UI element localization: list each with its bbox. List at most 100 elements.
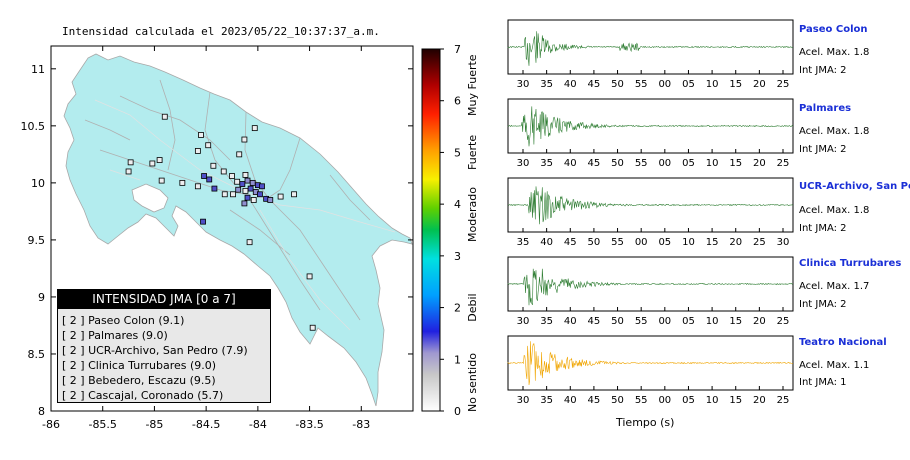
waveform-tick-label: 10: [682, 237, 695, 248]
waveform-tick-label: 15: [729, 158, 742, 169]
waveform-tick-label: 30: [517, 158, 530, 169]
waveform-tick-label: 45: [588, 158, 601, 169]
waveform-tick-label: 30: [777, 237, 790, 248]
waveform-tick-label: 15: [729, 395, 742, 406]
waveform-trace: [507, 186, 794, 225]
waveform-tick-label: 00: [658, 158, 671, 169]
colorbar-category-label: Debil: [466, 293, 479, 321]
waveform-tick-label: 40: [540, 237, 553, 248]
colorbar-ticks: 0 1 2 3 4 5 6 7: [440, 43, 461, 418]
map-title: Intensidad calculada el 2023/05/22_10:37…: [62, 25, 380, 38]
legend-header: INTENSIDAD JMA [0 a 7]: [58, 290, 270, 309]
station-marker: [205, 142, 212, 149]
station-marker: [201, 173, 207, 179]
station-marker: [250, 197, 257, 203]
station-marker: [242, 171, 249, 178]
waveform-trace: [507, 31, 794, 66]
waveform-panel: 30 35 40 45 50 55 00 05 10 15 20 25: [507, 335, 794, 406]
waveform-tick-label: 30: [517, 395, 530, 406]
waveform-panel: 30 35 40 45 50 55 00 05 10 15 20 25: [507, 19, 794, 90]
colorbar: [421, 48, 441, 412]
station-marker: [127, 159, 134, 166]
waveform-tick-label: 20: [753, 316, 766, 327]
station-acel: Acel. Max. 1.8: [799, 205, 870, 216]
map-x-axis: -86 -85.5 -85 -84.5 -84 -83.5 -83: [42, 46, 370, 431]
waveform-tick-label: 05: [658, 237, 671, 248]
waveform-tick-label: 10: [706, 316, 719, 327]
station-marker: [230, 191, 236, 198]
station-marker: [235, 186, 242, 193]
station-marker: [291, 191, 297, 198]
waveform-tick-label: 25: [777, 395, 790, 406]
waveform-tick-label: 25: [753, 237, 766, 248]
station-marker: [239, 181, 246, 187]
waveform-tick-label: 25: [777, 158, 790, 169]
waveform-tick-label: 45: [588, 316, 601, 327]
station-int: Int JMA: 2: [799, 299, 847, 310]
waveform-tick-label: 40: [564, 316, 577, 327]
station-marker: [179, 179, 186, 186]
waveform-tick-label: 50: [588, 237, 601, 248]
waveform-tick-label: 50: [611, 395, 624, 406]
station-marker: [158, 177, 165, 184]
station-marker: [221, 191, 228, 198]
map-y-axis: 8 8.5 9 9.5 10 10.5 11: [21, 63, 413, 418]
station-acel: Acel. Max. 1.7: [799, 281, 870, 292]
waveform-tick-label: 00: [658, 395, 671, 406]
station-int: Int JMA: 2: [799, 223, 847, 234]
station-marker: [211, 185, 218, 192]
waveform-tick-label: 45: [588, 395, 601, 406]
x-tick-label: -85.5: [88, 418, 116, 431]
station-marker: [161, 113, 168, 120]
y-tick-label: 11: [31, 63, 45, 76]
x-tick-label: -85: [145, 418, 163, 431]
legend-row: [ 2 ] UCR-Archivo, San Pedro (7.9): [62, 344, 248, 357]
station-marker: [247, 185, 254, 192]
map-frame: [50, 45, 414, 412]
station-name: UCR-Archivo, San Pedro: [799, 181, 910, 192]
waveform-tick-label: 50: [611, 316, 624, 327]
station-marker: [229, 173, 235, 179]
station-markers: [125, 113, 316, 331]
y-tick-label: 8.5: [28, 348, 46, 361]
nicoya-gulf: [131, 183, 169, 213]
station-marker: [220, 168, 227, 175]
waveform-tick-label: 55: [635, 158, 648, 169]
colorbar-tick-label: 2: [454, 302, 461, 315]
station-marker: [236, 151, 243, 158]
station-marker: [244, 177, 251, 184]
colorbar-tick-label: 3: [454, 250, 461, 263]
waveform-tick-label: 30: [517, 79, 530, 90]
waveform-tick-label: 10: [706, 79, 719, 90]
y-tick-label: 10: [31, 177, 45, 190]
waveform-tick-label: 35: [540, 316, 553, 327]
waveform-trace: [507, 341, 793, 386]
station-marker: [200, 218, 206, 225]
intensity-legend: INTENSIDAD JMA [0 a 7] [ 2 ] Paseo Colon…: [57, 289, 271, 403]
y-tick-label: 9.5: [28, 234, 46, 247]
waveform-tick-label: 20: [729, 237, 742, 248]
station-marker: [259, 183, 265, 190]
station-int: Int JMA: 1: [799, 377, 847, 388]
station-marker: [249, 179, 256, 186]
colorbar-tick-label: 0: [454, 405, 461, 418]
waveform-tick-label: 10: [706, 158, 719, 169]
colorbar-tick-label: 1: [454, 353, 461, 366]
waveform-tick-label: 15: [729, 79, 742, 90]
legend-row: [ 2 ] Palmares (9.0): [62, 329, 168, 342]
x-tick-label: -84.5: [192, 418, 220, 431]
x-tick-label: -86: [42, 418, 60, 431]
waveform-tick-label: 55: [635, 395, 648, 406]
station-name: Palmares: [799, 103, 852, 114]
station-marker: [198, 132, 204, 138]
station-marker: [277, 193, 284, 200]
waveform-tick-label: 55: [611, 237, 624, 248]
waveform-tick-label: 00: [658, 79, 671, 90]
colorbar-category-label: No sentido: [466, 353, 479, 412]
station-acel: Acel. Max. 1.1: [799, 360, 870, 371]
waveform-tick-label: 10: [706, 395, 719, 406]
station-marker: [244, 194, 251, 201]
station-marker: [149, 160, 156, 167]
waveform-tick-label: 05: [682, 79, 695, 90]
waveform-tick-label: 15: [729, 316, 742, 327]
